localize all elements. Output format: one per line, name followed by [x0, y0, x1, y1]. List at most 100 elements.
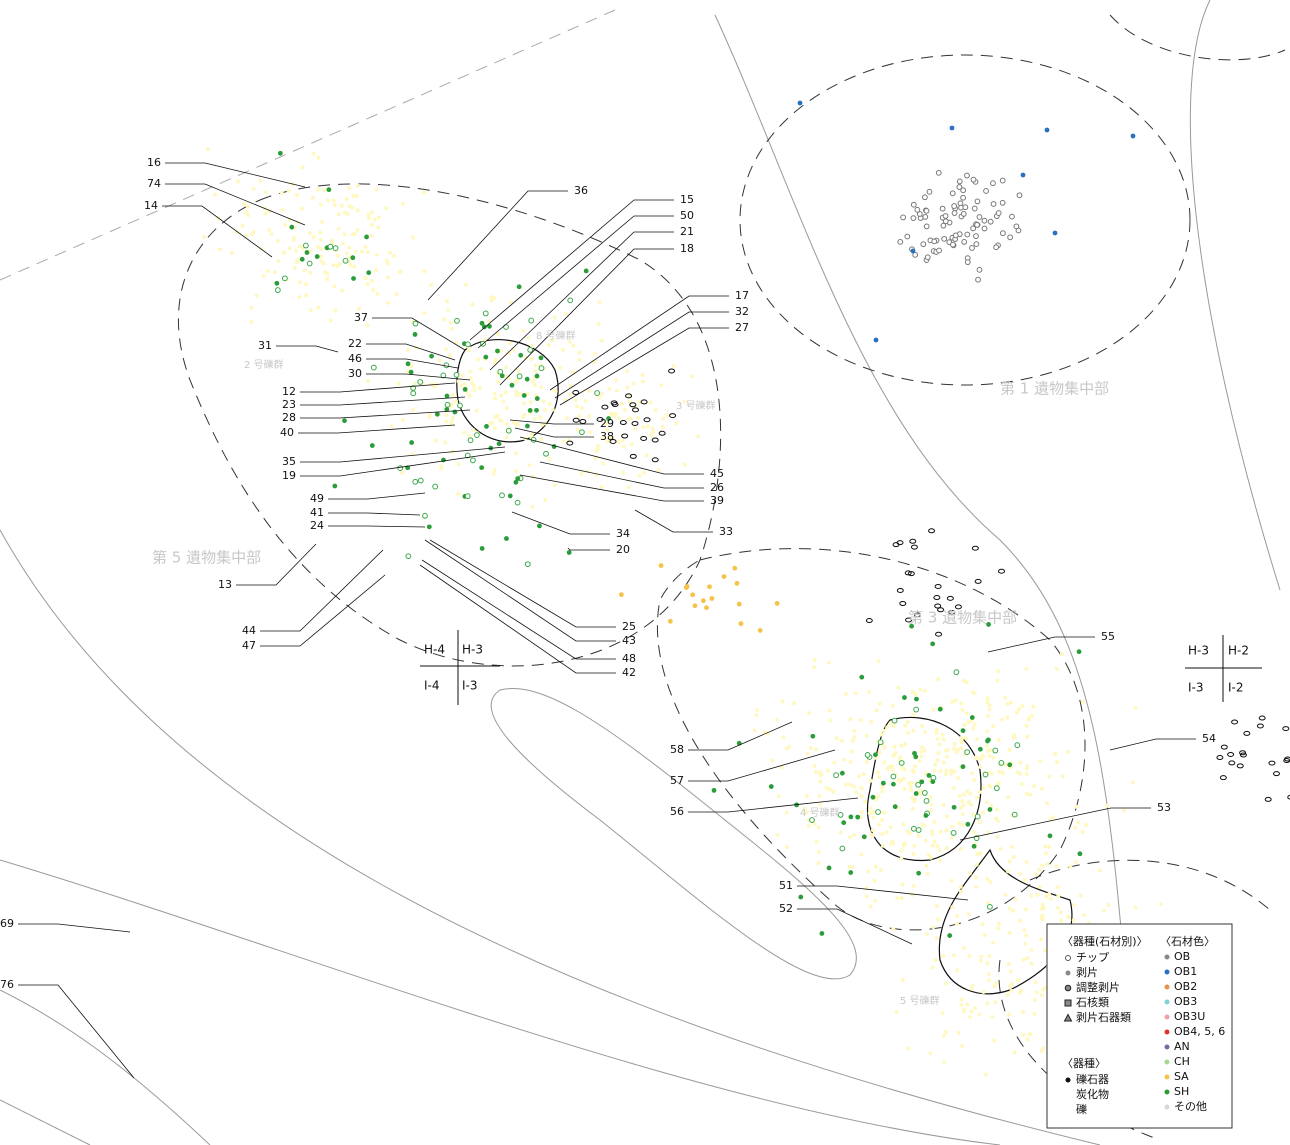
gravel-dot — [410, 235, 415, 240]
gravel-dot — [530, 379, 535, 384]
gravel-dot — [892, 744, 897, 749]
gravel-dot — [852, 734, 857, 739]
gravel-dot — [899, 856, 904, 861]
gravel-dot — [868, 904, 873, 909]
legend-swatch — [1164, 1044, 1170, 1050]
gravel-dot — [950, 700, 955, 705]
gravel-dot — [941, 760, 946, 765]
chip-dot — [956, 184, 963, 190]
gravel-outline — [934, 584, 942, 589]
gravel-dot — [909, 788, 914, 793]
artifact-dot — [909, 623, 915, 629]
gravel-dot — [1047, 844, 1052, 849]
gravel-dot — [984, 744, 989, 749]
contour — [0, 859, 1001, 1145]
ob1-dot — [1020, 172, 1026, 178]
gravel-dot — [409, 364, 414, 369]
chip-dot — [974, 221, 980, 228]
gravel-dot — [447, 353, 452, 358]
gravel-dot — [958, 884, 963, 889]
gravel-dot — [476, 357, 481, 362]
leader-line — [429, 539, 616, 628]
gravel-outline — [896, 540, 904, 546]
artifact-dot — [965, 821, 971, 827]
gravel-outline — [640, 399, 648, 405]
label-number: 49 — [310, 492, 324, 505]
gravel-dot — [294, 248, 299, 253]
artifact-dot — [1007, 762, 1013, 768]
gravel-dot — [754, 713, 759, 718]
chip-dot — [900, 214, 907, 221]
gravel-dot — [808, 746, 813, 751]
gravel-outline — [566, 440, 574, 446]
gravel-dot — [1029, 961, 1034, 966]
gravel-dot — [899, 848, 904, 853]
gravel-dot — [1039, 1049, 1044, 1054]
gravel-dot — [1003, 762, 1008, 767]
legend-label: 調整剥片 — [1076, 980, 1120, 994]
gravel-dot — [966, 912, 971, 917]
gravel-dot — [920, 723, 925, 728]
gravel-dot — [524, 355, 529, 360]
chip-dot — [931, 238, 938, 245]
leader-line — [165, 183, 306, 226]
gravel-dot — [205, 147, 210, 152]
label-number: 14 — [144, 199, 158, 212]
gravel-dot — [977, 820, 982, 825]
artifact-dot — [913, 791, 919, 796]
gravel-dot — [443, 440, 448, 445]
leader-line — [366, 343, 456, 361]
gravel-dot — [392, 253, 397, 258]
gravel-outline — [1258, 715, 1266, 721]
leader-line — [276, 345, 339, 353]
leader-line — [987, 636, 1095, 653]
gravel-dot — [564, 416, 569, 421]
gravel-dot — [1040, 902, 1045, 907]
gravel-dot — [599, 391, 604, 396]
artifact-dot — [902, 695, 907, 700]
gravel-dot — [318, 230, 323, 235]
artifact-dot — [1014, 742, 1021, 749]
sa-dot — [700, 598, 706, 604]
gravel-dot — [902, 787, 907, 792]
gravel-dot — [985, 714, 990, 719]
artifact-dot — [890, 773, 897, 780]
artifact-dot — [474, 432, 480, 439]
gravel-dot — [977, 1012, 982, 1017]
gravel-dot — [533, 393, 538, 398]
artifact-dot — [409, 440, 415, 445]
gravel-dot — [978, 958, 983, 963]
artifact-dot — [537, 523, 542, 529]
gravel-dot — [987, 954, 992, 959]
outline — [998, 859, 1271, 1141]
gravel-dot — [622, 407, 627, 412]
gravel-dot — [980, 753, 985, 758]
chip-dot — [942, 218, 949, 225]
gravel-dot — [936, 751, 941, 756]
legend-swatch — [1164, 954, 1170, 960]
gravel-dot — [985, 749, 990, 754]
gravel-dot — [360, 249, 365, 254]
artifact-dot — [953, 669, 960, 676]
gravel-dot — [975, 795, 980, 800]
leader-line — [300, 409, 471, 419]
gravel-dot — [530, 343, 535, 348]
sa-dot — [692, 603, 698, 609]
artifact-dot — [875, 809, 881, 815]
gravel-dot — [575, 427, 580, 432]
gravel-dot — [308, 248, 313, 253]
gravel-dot — [1073, 825, 1078, 830]
artifact-dot — [579, 429, 585, 436]
gravel-dot — [573, 397, 578, 402]
chip-dot — [914, 206, 921, 213]
gravel-dot — [586, 389, 591, 394]
artifact-dot — [819, 931, 825, 936]
gravel-dot — [401, 201, 406, 206]
gravel-dot — [459, 384, 464, 389]
gravel-dot — [682, 399, 687, 404]
leader-line — [421, 559, 616, 660]
gravel-dot — [802, 806, 807, 811]
gravel-dot — [991, 940, 996, 945]
gravel-dot — [492, 391, 497, 396]
gravel-dot — [577, 350, 582, 355]
